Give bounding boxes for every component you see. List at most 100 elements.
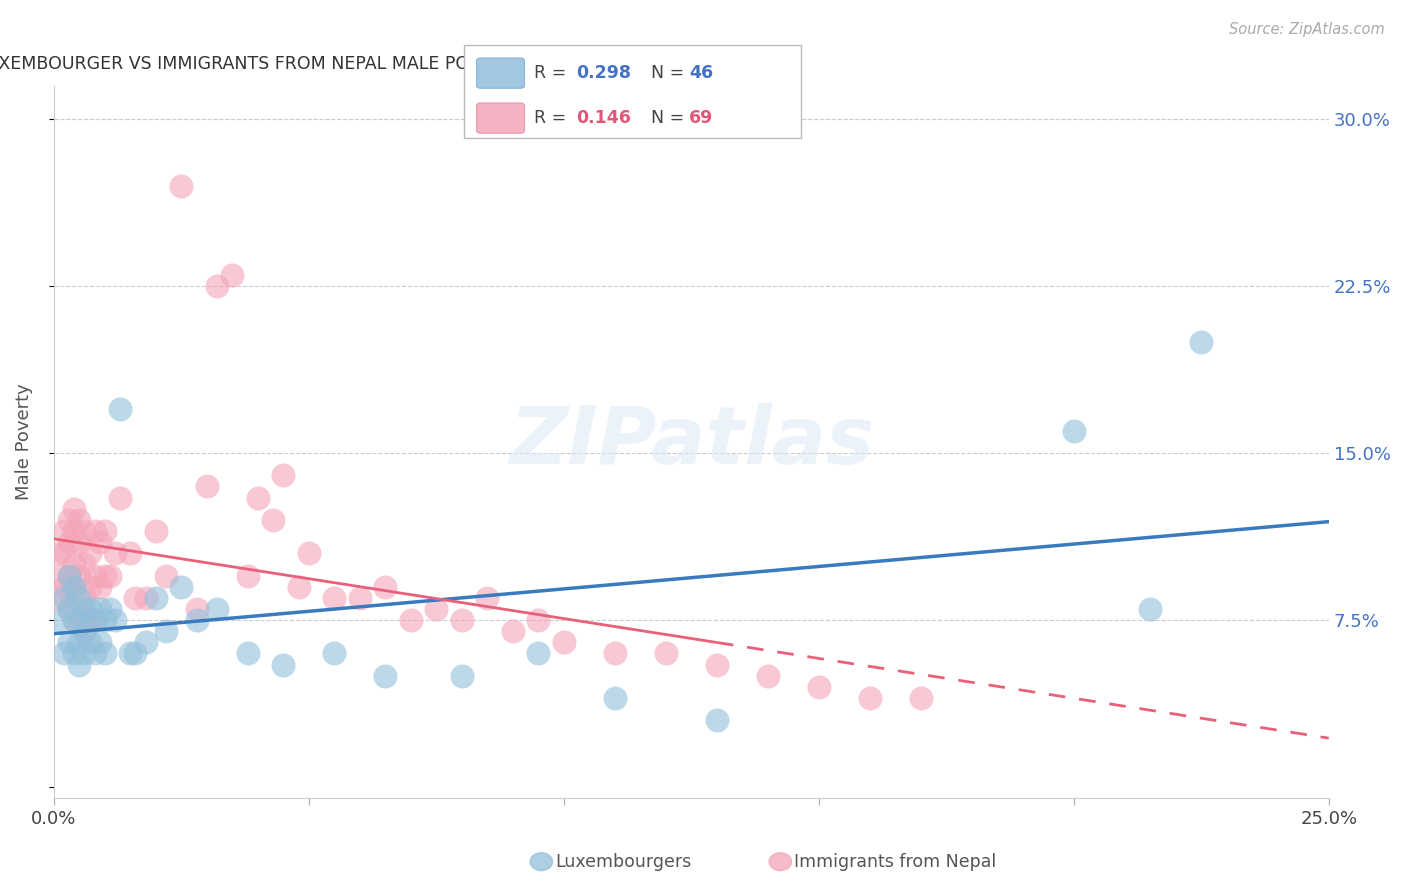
Point <box>67 535 90 549</box>
Point <box>120 546 142 560</box>
Point <box>205 602 228 616</box>
Point <box>262 513 284 527</box>
Point <box>58 568 80 582</box>
Point <box>273 468 295 483</box>
Point <box>145 524 167 538</box>
Point <box>73 624 96 639</box>
Point <box>104 613 127 627</box>
Point <box>53 524 76 538</box>
Point <box>502 624 524 639</box>
Text: N =: N = <box>640 64 689 82</box>
Point <box>1189 334 1212 349</box>
Point <box>83 613 105 627</box>
Point <box>756 669 779 683</box>
Point <box>221 268 243 282</box>
Point <box>53 647 76 661</box>
Point <box>83 613 105 627</box>
Point <box>63 580 86 594</box>
Text: R =: R = <box>534 64 572 82</box>
Point <box>53 580 76 594</box>
Point <box>79 635 101 649</box>
Point <box>108 491 131 505</box>
Point <box>67 513 90 527</box>
Point <box>273 657 295 672</box>
Point <box>63 613 86 627</box>
Point <box>374 580 396 594</box>
Point <box>58 635 80 649</box>
Text: 46: 46 <box>689 64 713 82</box>
Point <box>98 602 121 616</box>
Point <box>706 657 728 672</box>
Point <box>67 657 90 672</box>
Point <box>195 479 218 493</box>
Point <box>186 613 208 627</box>
Text: 0.298: 0.298 <box>576 64 631 82</box>
Point <box>73 558 96 572</box>
Point <box>170 580 193 594</box>
Point <box>450 669 472 683</box>
Point <box>145 591 167 605</box>
Point <box>89 635 111 649</box>
Point <box>323 591 346 605</box>
Point <box>135 635 157 649</box>
Point <box>450 613 472 627</box>
Point <box>155 624 177 639</box>
Point <box>205 279 228 293</box>
Point <box>124 647 146 661</box>
Point <box>553 635 575 649</box>
Point <box>63 501 86 516</box>
Point <box>67 613 90 627</box>
Point <box>527 613 550 627</box>
Point <box>79 613 101 627</box>
Point <box>807 680 830 694</box>
Point <box>63 524 86 538</box>
Point <box>910 690 932 705</box>
Point <box>73 524 96 538</box>
Point <box>48 591 70 605</box>
Point <box>48 546 70 560</box>
Point <box>58 602 80 616</box>
Point <box>67 591 90 605</box>
Point <box>298 546 321 560</box>
Point <box>63 558 86 572</box>
Point <box>287 580 309 594</box>
Point <box>73 624 96 639</box>
Point <box>108 401 131 416</box>
Point <box>89 535 111 549</box>
Point <box>246 491 269 505</box>
Point <box>603 647 626 661</box>
Point <box>94 647 117 661</box>
Point <box>79 546 101 560</box>
Point <box>67 568 90 582</box>
Point <box>94 568 117 582</box>
Point <box>89 580 111 594</box>
Point <box>67 635 90 649</box>
Point <box>603 690 626 705</box>
Text: ZIPatlas: ZIPatlas <box>509 403 873 481</box>
Point <box>63 647 86 661</box>
Point <box>859 690 882 705</box>
Point <box>79 580 101 594</box>
Point <box>155 568 177 582</box>
Point <box>374 669 396 683</box>
Point <box>706 713 728 727</box>
Point <box>83 524 105 538</box>
Point <box>104 546 127 560</box>
Point <box>98 568 121 582</box>
Text: R =: R = <box>534 109 572 127</box>
Point <box>236 568 259 582</box>
Point <box>655 647 678 661</box>
Y-axis label: Male Poverty: Male Poverty <box>15 384 32 500</box>
Point <box>73 647 96 661</box>
Point <box>83 568 105 582</box>
Point <box>58 602 80 616</box>
Point <box>53 546 76 560</box>
Point <box>73 591 96 605</box>
Text: Source: ZipAtlas.com: Source: ZipAtlas.com <box>1229 22 1385 37</box>
Point <box>63 580 86 594</box>
Point <box>63 613 86 627</box>
Point <box>135 591 157 605</box>
Point <box>48 613 70 627</box>
Point <box>425 602 447 616</box>
Point <box>58 513 80 527</box>
